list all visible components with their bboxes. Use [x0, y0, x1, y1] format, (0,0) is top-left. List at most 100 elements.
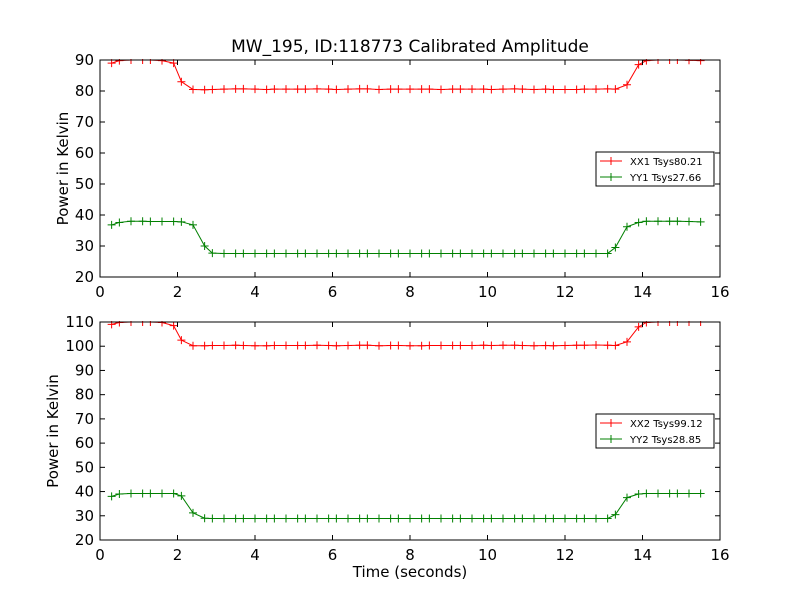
data-point-xx2	[386, 341, 395, 350]
data-point-yy1	[282, 249, 290, 258]
panel-bottom: 0 2 4 6 8 10 12 14 16 20 30 40 50 60 70 80 90 100 110 Power…	[44, 313, 730, 581]
data-point-xx1	[642, 59, 651, 65]
data-point-xx1	[200, 85, 209, 94]
data-point-yy1	[634, 218, 643, 227]
data-point-yy1	[673, 217, 682, 226]
data-point-yy2	[127, 489, 135, 498]
data-point-xx2	[394, 341, 403, 350]
data-point-yy2	[375, 514, 383, 523]
data-point-xx1	[611, 85, 620, 94]
data-point-yy2	[324, 514, 333, 523]
data-point-yy2	[270, 514, 279, 523]
data-point-xx1	[561, 85, 569, 94]
x-axis-label: Time (seconds)	[352, 563, 468, 581]
data-point-yy2	[437, 514, 445, 523]
data-point-yy1	[549, 249, 558, 258]
data-point-yy1	[437, 249, 445, 258]
legend-box	[595, 413, 715, 449]
data-point-xx1	[603, 84, 612, 93]
data-point-yy1	[177, 217, 186, 226]
data-point-xx1	[425, 85, 434, 94]
data-point-yy2	[158, 489, 166, 498]
data-point-yy2	[344, 514, 352, 523]
data-point-xx1	[355, 84, 364, 93]
data-point-yy2	[425, 514, 434, 523]
series-line-yy1	[111, 220, 701, 254]
x-tick-label: 0	[95, 283, 105, 301]
data-point-xx2	[611, 341, 620, 350]
y-tick-label: 30	[75, 507, 94, 525]
data-point-xx2	[251, 341, 259, 350]
data-point-yy1	[510, 249, 519, 258]
data-point-yy1	[270, 249, 279, 258]
data-point-yy1	[499, 249, 507, 258]
x-tick-label: 16	[710, 283, 729, 301]
data-point-yy1	[580, 249, 589, 258]
data-point-yy1	[301, 249, 310, 258]
y-tick-label: 20	[75, 531, 94, 549]
data-point-xx2	[332, 341, 341, 350]
data-point-yy1	[479, 249, 488, 258]
x-tick-label: 2	[173, 546, 183, 564]
data-point-yy1	[375, 249, 383, 258]
data-point-xx2	[363, 341, 372, 350]
data-point-xx1	[394, 85, 403, 94]
data-point-yy1	[623, 222, 631, 231]
data-point-xx2	[220, 341, 228, 350]
data-point-yy2	[301, 514, 310, 523]
data-point-yy2	[293, 514, 302, 523]
data-point-yy2	[313, 514, 321, 523]
data-point-yy1	[665, 217, 674, 226]
data-point-yy2	[406, 514, 414, 523]
data-point-yy2	[530, 514, 538, 523]
data-point-yy2	[394, 514, 403, 523]
data-point-yy2	[541, 514, 550, 523]
data-point-xx1	[386, 85, 395, 94]
data-point-yy1	[138, 217, 147, 226]
data-point-yy2	[654, 489, 662, 498]
data-point-yy2	[169, 489, 178, 498]
data-point-yy2	[510, 514, 519, 523]
data-point-xx1	[363, 84, 372, 93]
data-point-yy1	[468, 249, 476, 258]
legend-box	[595, 151, 715, 187]
legend-marker-xx2	[607, 419, 615, 427]
x-tick-label: 8	[405, 283, 415, 301]
legend-label-xx1: XX1 Tsys80.21	[630, 157, 703, 168]
data-point-yy1	[127, 217, 135, 226]
data-point-yy1	[417, 249, 426, 258]
data-point-yy2	[448, 514, 457, 523]
data-point-xx2	[487, 341, 496, 350]
y-tick-label: 50	[75, 458, 94, 476]
data-point-xx2	[541, 341, 550, 350]
x-tick-label: 2	[173, 283, 183, 301]
data-point-yy2	[146, 489, 155, 498]
data-point-xx1	[448, 85, 457, 94]
y-tick-label: 40	[75, 483, 94, 501]
data-point-xx1	[231, 84, 240, 93]
data-point-xx2	[448, 341, 457, 350]
data-point-xx1	[549, 85, 558, 94]
x-tick-label: 16	[710, 546, 729, 564]
y-tick-label: 80	[75, 386, 94, 404]
data-point-xx1	[417, 85, 426, 94]
data-point-xx1	[177, 77, 186, 86]
data-point-yy1	[572, 249, 581, 258]
data-point-xx2	[344, 341, 352, 350]
data-point-xx2	[189, 341, 197, 350]
data-point-yy2	[239, 514, 248, 523]
data-point-yy1	[107, 220, 116, 229]
data-point-xx2	[301, 341, 310, 350]
data-point-yy1	[386, 249, 395, 258]
data-point-xx2	[375, 341, 383, 350]
data-point-xx2	[282, 341, 290, 350]
data-point-xx2	[313, 341, 321, 350]
data-point-yy2	[479, 514, 488, 523]
data-point-xx1	[220, 85, 228, 94]
data-point-yy2	[363, 514, 372, 523]
data-point-yy2	[332, 514, 341, 523]
data-point-yy1	[189, 220, 197, 229]
data-point-yy1	[158, 217, 166, 226]
data-point-xx2	[572, 341, 581, 350]
data-point-xx2	[208, 341, 217, 350]
